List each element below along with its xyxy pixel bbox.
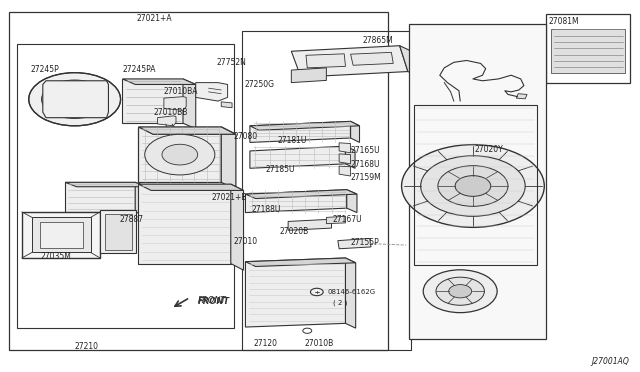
- Circle shape: [162, 144, 198, 165]
- Polygon shape: [250, 146, 346, 168]
- Text: FRONT: FRONT: [198, 296, 227, 305]
- Text: 27021+A: 27021+A: [136, 13, 172, 22]
- Text: 27020B: 27020B: [280, 227, 309, 235]
- Polygon shape: [351, 52, 394, 65]
- Polygon shape: [246, 190, 347, 212]
- Text: 27245PA: 27245PA: [122, 65, 156, 74]
- Text: 27167U: 27167U: [333, 215, 362, 224]
- Polygon shape: [138, 184, 244, 190]
- Text: 27010: 27010: [234, 237, 258, 246]
- Polygon shape: [100, 210, 136, 253]
- Polygon shape: [347, 190, 357, 212]
- Polygon shape: [138, 127, 221, 182]
- Text: 27120: 27120: [253, 339, 277, 348]
- Text: 27035M: 27035M: [41, 251, 72, 261]
- Text: 27181U: 27181U: [277, 137, 307, 145]
- Polygon shape: [291, 46, 408, 77]
- Text: 27887: 27887: [119, 215, 143, 224]
- Polygon shape: [65, 182, 147, 187]
- Text: 27155P: 27155P: [351, 238, 380, 247]
- Polygon shape: [122, 79, 183, 123]
- Polygon shape: [339, 143, 351, 153]
- Bar: [551, 29, 625, 73]
- Polygon shape: [516, 94, 527, 99]
- Text: 27159M: 27159M: [351, 173, 381, 182]
- Polygon shape: [164, 97, 186, 110]
- Bar: [17, 44, 234, 328]
- Polygon shape: [409, 23, 546, 339]
- Circle shape: [420, 156, 525, 216]
- Circle shape: [29, 73, 120, 126]
- Polygon shape: [346, 258, 356, 328]
- Polygon shape: [351, 121, 360, 142]
- Polygon shape: [399, 46, 417, 76]
- Bar: [243, 31, 411, 350]
- Polygon shape: [122, 79, 196, 84]
- Text: 27250G: 27250G: [245, 80, 275, 89]
- Polygon shape: [183, 79, 196, 129]
- Text: 27080: 27080: [234, 132, 258, 141]
- Polygon shape: [288, 219, 332, 230]
- Circle shape: [310, 288, 323, 296]
- Polygon shape: [250, 121, 351, 142]
- Polygon shape: [338, 238, 371, 249]
- Polygon shape: [250, 121, 360, 130]
- Circle shape: [145, 134, 215, 175]
- Circle shape: [438, 166, 508, 206]
- Text: 27010B: 27010B: [304, 339, 333, 348]
- Polygon shape: [135, 182, 147, 216]
- Text: 27081M: 27081M: [548, 17, 579, 26]
- Text: 27168U: 27168U: [351, 160, 380, 169]
- Circle shape: [42, 80, 108, 118]
- Polygon shape: [32, 217, 91, 253]
- Polygon shape: [43, 81, 108, 118]
- Polygon shape: [346, 146, 355, 168]
- Polygon shape: [326, 216, 346, 224]
- Text: 27020Y: 27020Y: [474, 145, 503, 154]
- Circle shape: [455, 176, 491, 196]
- Polygon shape: [40, 222, 83, 248]
- Polygon shape: [231, 184, 244, 270]
- Text: 27010BB: 27010BB: [153, 108, 188, 118]
- Polygon shape: [221, 127, 236, 190]
- Polygon shape: [246, 258, 346, 327]
- Text: J27001AQ: J27001AQ: [591, 357, 629, 366]
- Text: 27752N: 27752N: [217, 58, 246, 67]
- Polygon shape: [22, 212, 100, 258]
- Polygon shape: [65, 182, 135, 212]
- Circle shape: [436, 277, 484, 305]
- Text: 27865M: 27865M: [363, 36, 394, 45]
- Circle shape: [449, 285, 472, 298]
- Polygon shape: [339, 154, 351, 164]
- Bar: [546, 14, 630, 83]
- Polygon shape: [291, 68, 326, 83]
- Polygon shape: [246, 190, 357, 199]
- Text: 27210: 27210: [75, 342, 99, 351]
- Text: 08146-6162G: 08146-6162G: [327, 289, 375, 295]
- Text: 27188U: 27188U: [252, 205, 281, 215]
- Circle shape: [401, 145, 544, 227]
- Polygon shape: [138, 184, 231, 263]
- Text: 27185U: 27185U: [266, 165, 295, 174]
- Circle shape: [61, 91, 89, 108]
- Text: 27165U: 27165U: [351, 147, 380, 155]
- Polygon shape: [157, 116, 176, 126]
- Polygon shape: [221, 102, 232, 108]
- Polygon shape: [104, 214, 132, 250]
- Circle shape: [423, 270, 497, 312]
- Text: ( 2 ): ( 2 ): [333, 299, 348, 305]
- Polygon shape: [138, 127, 236, 134]
- Text: FRONT: FRONT: [198, 297, 230, 306]
- Text: 27010BA: 27010BA: [164, 87, 198, 96]
- Polygon shape: [339, 166, 351, 176]
- Polygon shape: [306, 54, 346, 68]
- Text: 27245P: 27245P: [30, 65, 59, 74]
- Polygon shape: [196, 83, 228, 101]
- Text: 27021+B: 27021+B: [212, 193, 247, 202]
- Bar: [9, 13, 388, 350]
- Polygon shape: [246, 258, 356, 266]
